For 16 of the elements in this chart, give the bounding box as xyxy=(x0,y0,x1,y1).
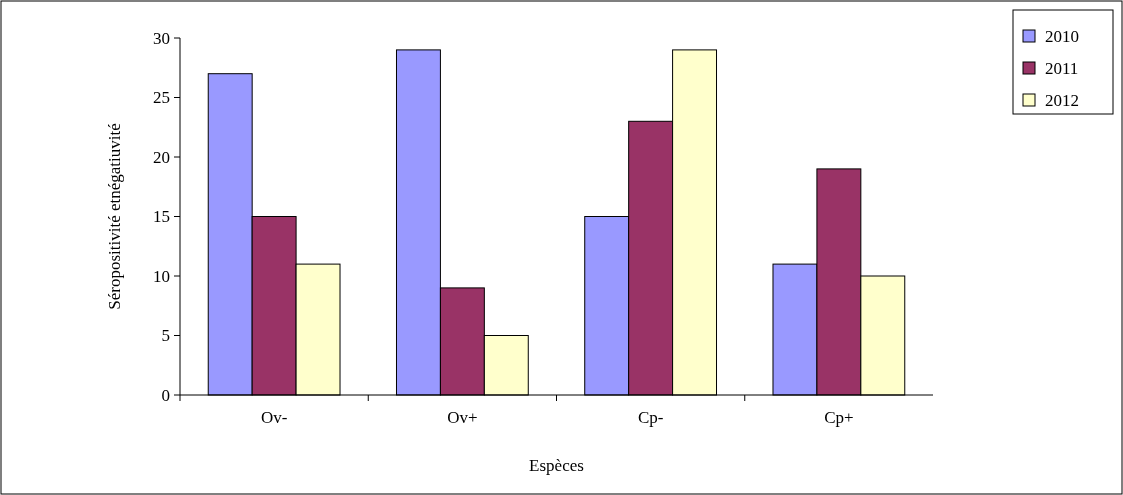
y-tick-label: 5 xyxy=(161,326,170,346)
legend-label: 2010 xyxy=(1045,26,1079,46)
y-tick-label: 30 xyxy=(153,28,170,48)
legend-label: 2011 xyxy=(1045,58,1079,78)
y-tick-label: 25 xyxy=(153,88,170,108)
y-tick-label: 0 xyxy=(161,385,170,405)
x-tick-label: Cp- xyxy=(637,408,664,427)
x-tick-label: Cp+ xyxy=(824,408,854,427)
y-axis-title: Séropositivité etnégatiuvité xyxy=(105,123,124,310)
x-tick-label: Ov- xyxy=(260,408,288,427)
y-tick-label: 20 xyxy=(153,147,170,167)
x-tick-label: Ov+ xyxy=(447,408,478,427)
legend-label: 2012 xyxy=(1045,90,1079,110)
x-axis-title: Espèces xyxy=(529,456,584,475)
y-tick-label: 15 xyxy=(153,207,170,227)
y-tick-label: 10 xyxy=(153,266,170,286)
